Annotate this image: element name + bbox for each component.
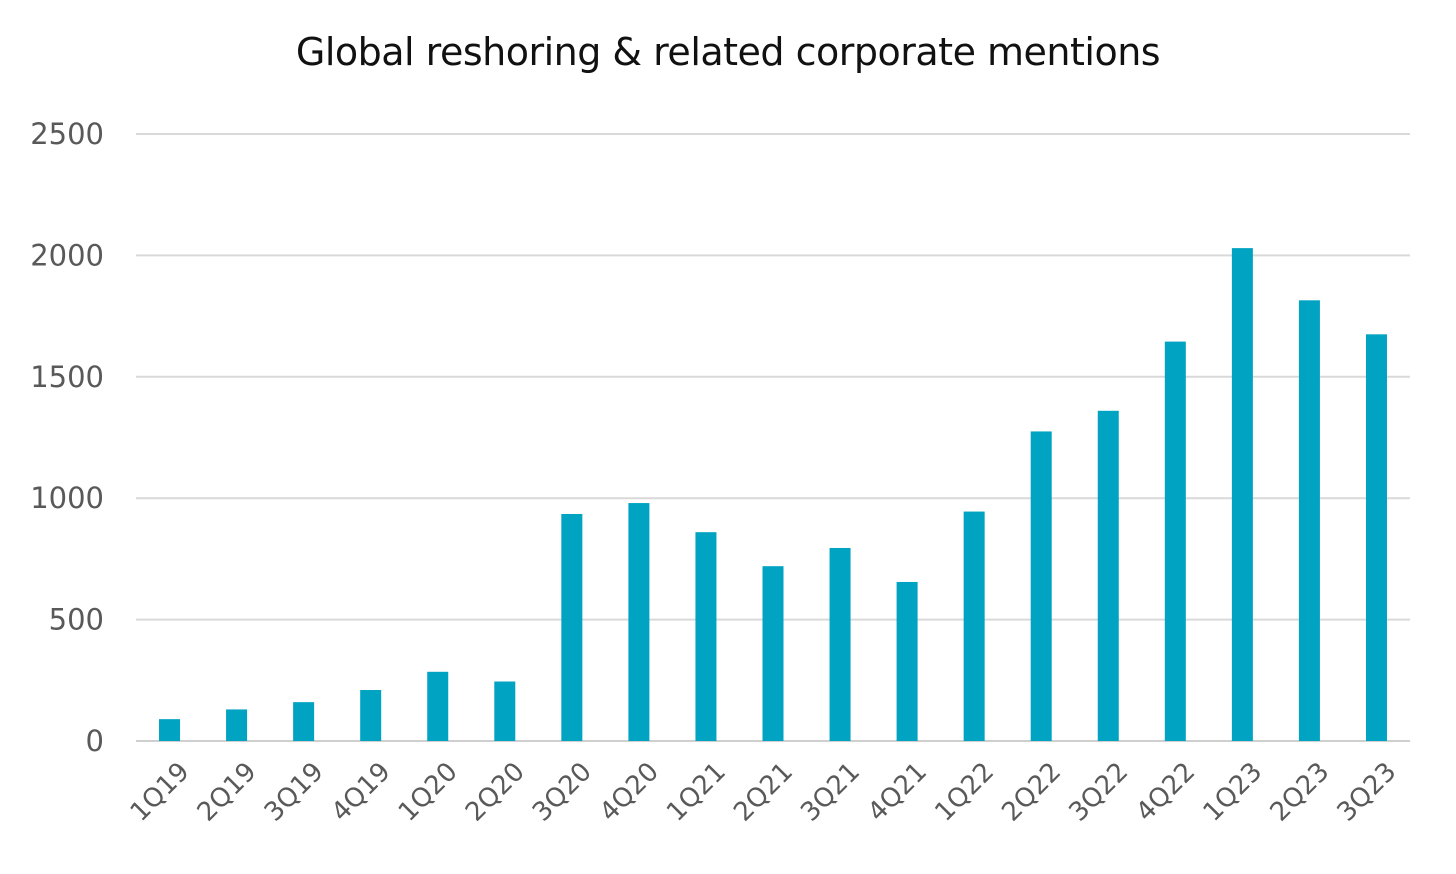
bar-4Q20: [628, 503, 650, 741]
bar-1Q22: [963, 511, 985, 741]
bar-3Q20: [561, 513, 583, 741]
bar-4Q19: [360, 690, 382, 741]
bar-3Q21: [829, 547, 851, 741]
bars: [159, 248, 1387, 741]
y-axis-ticks: 0 500 1000 1500 2000 2500: [30, 117, 104, 758]
bar-2Q23: [1298, 300, 1320, 741]
y-tick-label: 2500: [30, 117, 104, 151]
x-tick-label-2Q23: 2Q23: [1265, 757, 1336, 828]
x-tick-label-1Q22: 1Q22: [929, 757, 1000, 828]
bar-2Q19: [226, 709, 248, 741]
x-tick-label-1Q23: 1Q23: [1198, 757, 1269, 828]
bar-1Q20: [427, 671, 449, 741]
x-tick-label-2Q19: 2Q19: [192, 757, 263, 828]
x-tick-label-3Q22: 3Q22: [1063, 757, 1134, 828]
bar-3Q22: [1097, 410, 1119, 741]
x-tick-label-4Q19: 4Q19: [326, 757, 397, 828]
x-tick-label-3Q19: 3Q19: [259, 757, 330, 828]
bar-1Q21: [695, 532, 717, 741]
chart-title: Global reshoring & related corporate men…: [295, 30, 1161, 74]
x-tick-label-4Q21: 4Q21: [862, 757, 933, 828]
bar-4Q22: [1164, 341, 1186, 741]
bar-2Q22: [1030, 431, 1052, 741]
bar-1Q19: [159, 719, 181, 741]
y-tick-label: 1000: [30, 481, 104, 515]
y-tick-label: 1500: [30, 360, 104, 394]
x-tick-label-4Q20: 4Q20: [594, 757, 665, 828]
x-tick-label-3Q20: 3Q20: [527, 757, 598, 828]
bar-3Q19: [293, 702, 315, 741]
x-tick-label-2Q22: 2Q22: [996, 757, 1067, 828]
x-axis-ticks: 1Q192Q193Q194Q191Q202Q203Q204Q201Q212Q21…: [125, 757, 1403, 828]
bar-2Q20: [494, 681, 516, 741]
bar-4Q21: [896, 581, 918, 741]
x-tick-label-3Q23: 3Q23: [1332, 757, 1403, 828]
bar-1Q23: [1231, 248, 1253, 741]
x-tick-label-1Q19: 1Q19: [125, 757, 196, 828]
y-tick-label: 2000: [30, 238, 104, 272]
bar-3Q23: [1365, 334, 1387, 741]
x-tick-label-3Q21: 3Q21: [795, 757, 866, 828]
x-tick-label-2Q20: 2Q20: [460, 757, 531, 828]
x-tick-label-2Q21: 2Q21: [728, 757, 799, 828]
bar-2Q21: [762, 566, 784, 741]
x-tick-label-1Q21: 1Q21: [661, 757, 732, 828]
x-tick-label-4Q22: 4Q22: [1131, 757, 1202, 828]
x-tick-label-1Q20: 1Q20: [393, 757, 464, 828]
y-tick-label: 500: [49, 603, 104, 637]
y-tick-label: 0: [86, 724, 104, 758]
